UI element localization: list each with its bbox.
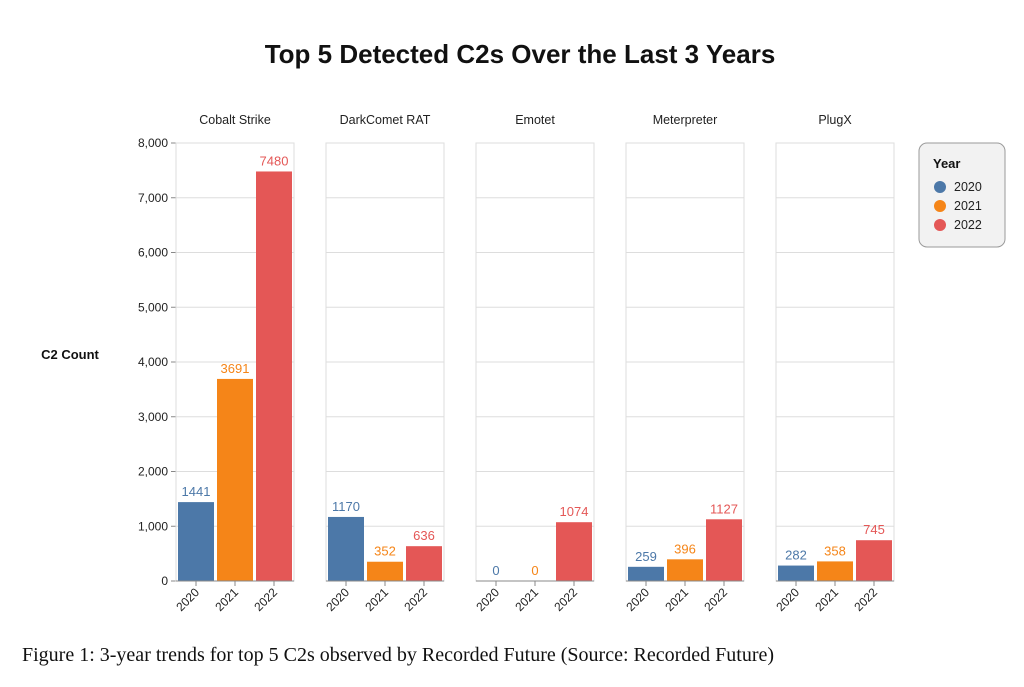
data-label: 358 [824, 543, 846, 558]
legend-swatch [934, 181, 946, 193]
legend: Year 2020 2021 2022 [918, 142, 1006, 248]
bar [217, 378, 253, 581]
bar [406, 546, 442, 581]
bar [178, 502, 214, 581]
legend-swatch [934, 219, 946, 231]
y-tick-label: 4,000 [138, 355, 168, 369]
y-tick-label: 7,000 [138, 191, 168, 205]
x-tick-label: 2021 [662, 585, 691, 614]
legend-swatch [934, 200, 946, 212]
y-tick-label: 8,000 [138, 136, 168, 150]
legend-label: 2022 [954, 218, 982, 232]
y-axis: 0 1,000 2,000 3,000 4,000 5,000 6,000 7,000 8,00… [138, 136, 177, 588]
x-tick-label: 2021 [212, 585, 241, 614]
data-label: 1127 [710, 501, 738, 516]
data-label: 745 [863, 522, 885, 537]
bar [778, 565, 814, 581]
data-label: 636 [413, 528, 435, 543]
legend-label: 2020 [954, 180, 982, 194]
y-tick-label: 3,000 [138, 410, 168, 424]
x-tick-label: 2021 [512, 585, 541, 614]
y-tick-label: 0 [161, 574, 168, 588]
bar [817, 561, 853, 581]
facet-label: DarkComet RAT [340, 113, 431, 127]
legend-label: 2021 [954, 199, 982, 213]
bar [706, 519, 742, 581]
data-label: 3691 [221, 361, 250, 376]
facet-label: Emotet [515, 113, 555, 127]
x-tick-label: 2020 [623, 585, 652, 614]
facet-panel: DarkComet RAT 1170 2020 352 2021 636 2022 [323, 113, 445, 614]
x-tick-label: 2022 [551, 585, 580, 614]
faceted-bar-chart: Top 5 Detected C2s Over the Last 3 Years… [41, 39, 1006, 614]
bar [256, 171, 292, 581]
facet-panel: Emotet 0 2020 0 2021 1074 2022 [473, 113, 595, 614]
x-tick-label: 2020 [323, 585, 352, 614]
data-label: 352 [374, 544, 396, 559]
bar [628, 566, 664, 581]
data-label: 396 [674, 541, 696, 556]
data-label: 1074 [560, 504, 589, 519]
x-tick-label: 2022 [251, 585, 280, 614]
bar [667, 559, 703, 581]
x-tick-label: 2021 [812, 585, 841, 614]
data-label: 7480 [260, 153, 289, 168]
x-tick-label: 2020 [173, 585, 202, 614]
bar [367, 561, 403, 581]
bar [856, 540, 892, 581]
figure-caption: Figure 1: 3-year trends for top 5 C2s ob… [22, 644, 775, 666]
data-label: 259 [635, 549, 657, 564]
y-tick-label: 1,000 [138, 519, 168, 533]
chart-title: Top 5 Detected C2s Over the Last 3 Years [265, 39, 776, 69]
legend-title: Year [933, 156, 960, 171]
x-tick-label: 2021 [362, 585, 391, 614]
y-tick-label: 5,000 [138, 300, 168, 314]
facet-label: Cobalt Strike [199, 113, 271, 127]
facet-panel: Meterpreter 259 2020 396 2021 1127 2022 [623, 113, 745, 614]
facet-panel: PlugX 282 2020 358 2021 745 2022 [773, 113, 895, 614]
x-tick-label: 2022 [701, 585, 730, 614]
data-label: 282 [785, 548, 807, 563]
facet-panels: Cobalt Strike144120203691202174802022Dar… [173, 113, 895, 614]
y-tick-label: 2,000 [138, 465, 168, 479]
x-tick-label: 2020 [473, 585, 502, 614]
facet-label: PlugX [818, 113, 852, 127]
y-tick-label: 6,000 [138, 246, 168, 260]
data-label: 1441 [182, 484, 211, 499]
facet-label: Meterpreter [653, 113, 718, 127]
x-tick-label: 2020 [773, 585, 802, 614]
data-label: 0 [492, 563, 499, 578]
bar [328, 516, 364, 581]
x-tick-label: 2022 [851, 585, 880, 614]
bar [556, 522, 592, 581]
data-label: 0 [531, 563, 538, 578]
y-axis-title: C2 Count [41, 347, 99, 362]
data-label: 1170 [332, 499, 360, 514]
facet-panel: Cobalt Strike 1441 2020 3691 2021 7480 2022 [173, 113, 295, 614]
x-tick-label: 2022 [401, 585, 430, 614]
